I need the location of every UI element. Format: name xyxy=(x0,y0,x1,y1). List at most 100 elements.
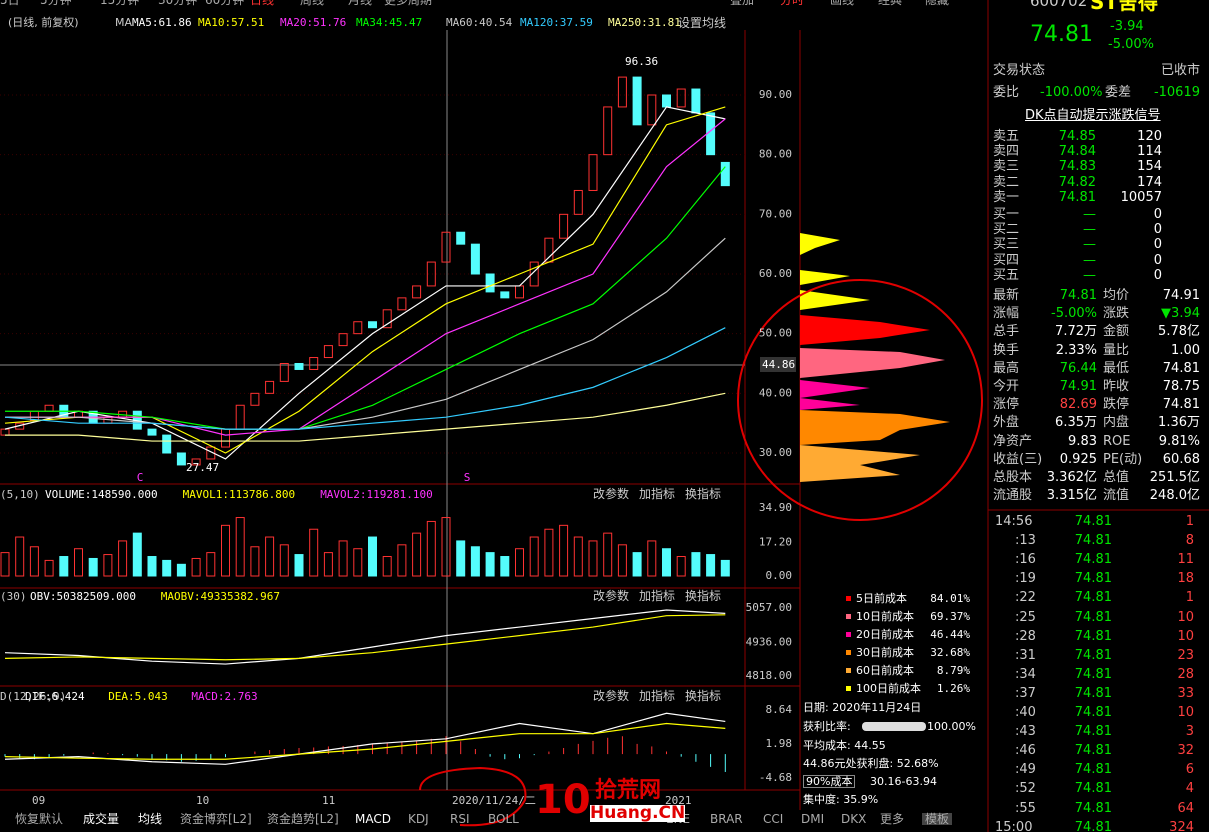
volume-bar xyxy=(147,556,157,577)
value: -100.00% xyxy=(1040,85,1103,100)
indicator-value: DIF:6.424 xyxy=(25,690,85,703)
value: -10619 xyxy=(1153,85,1200,100)
label: 委比 xyxy=(993,85,1020,100)
signal-link[interactable]: DK点自动提示涨跌信号 xyxy=(1025,108,1161,123)
candle xyxy=(265,380,275,394)
bottom-tab[interactable]: 均线 xyxy=(138,812,163,826)
panel-button[interactable]: 改参数 xyxy=(593,487,630,501)
panel-button[interactable]: 改参数 xyxy=(593,689,630,703)
panel-button[interactable]: 加指标 xyxy=(639,589,676,603)
indicator-value: OBV:50382509.000 xyxy=(30,590,136,603)
stat-label: 涨跌 xyxy=(1103,306,1130,322)
top-tab[interactable]: 日线 xyxy=(250,0,275,7)
tick-price: 74.81 xyxy=(1074,819,1112,832)
legend-pct: 84.01% xyxy=(930,592,970,605)
stat-label: 流值 xyxy=(1103,488,1130,504)
panel-params: D(12,26,9) xyxy=(0,690,67,703)
tick-volume: 4 xyxy=(1185,781,1194,797)
top-tab[interactable]: 画线 xyxy=(830,0,855,7)
panel-button[interactable]: 加指标 xyxy=(639,487,676,501)
stat-value: 5.78亿 xyxy=(1158,324,1200,340)
volume-bar xyxy=(323,552,333,577)
ma-value: MA60:40.54 xyxy=(446,16,513,29)
tick-price: 74.81 xyxy=(1074,666,1112,682)
stock-name: ST舍得 xyxy=(1090,0,1159,14)
bottom-tab[interactable]: 资金趋势[L2] xyxy=(267,812,339,826)
label: 交易状态 xyxy=(993,63,1046,78)
bottom-tab[interactable]: CCI xyxy=(763,812,784,826)
candle xyxy=(529,261,539,287)
volume-bar xyxy=(662,548,671,577)
cost-label: 获利比率: xyxy=(803,720,851,733)
stat-value: 1.00 xyxy=(1171,342,1200,358)
top-tab[interactable]: 月线 xyxy=(348,0,373,7)
panel-button[interactable]: 换指标 xyxy=(685,589,722,603)
tick-time: :37 xyxy=(1015,685,1036,701)
label: 委差 xyxy=(1105,85,1132,100)
volume-bar xyxy=(118,540,128,577)
panel-button[interactable]: 改参数 xyxy=(593,589,630,603)
candle xyxy=(338,333,348,347)
legend-pct: 8.79% xyxy=(936,664,970,677)
bottom-tab[interactable]: DMI xyxy=(801,812,825,826)
volume-bar xyxy=(206,552,216,577)
top-tab[interactable]: 隐藏 xyxy=(925,0,950,7)
panel-button[interactable]: 换指标 xyxy=(685,487,722,501)
y-tick-label: 1.98 xyxy=(766,737,793,750)
cost-select[interactable]: 90%成本 xyxy=(803,775,856,788)
stat-label: 涨幅 xyxy=(993,306,1020,322)
legend-swatch xyxy=(846,686,851,691)
top-tab[interactable]: 分时 xyxy=(780,0,805,7)
volume-bar xyxy=(485,552,495,577)
bottom-tab[interactable]: 资金博弈[L2] xyxy=(180,812,252,826)
tick-volume: 1 xyxy=(1185,590,1194,606)
volume-bar xyxy=(426,520,436,577)
tick-volume: 28 xyxy=(1177,666,1194,682)
bottom-tab[interactable]: RSI xyxy=(450,812,470,826)
top-tab[interactable]: 周线 xyxy=(300,0,325,7)
indicator-value: MAOBV:49335382.967 xyxy=(160,590,281,603)
bottom-tab[interactable]: 恢复默认 xyxy=(15,812,64,826)
panel-button[interactable]: 加指标 xyxy=(639,689,676,703)
volume-bar xyxy=(382,556,392,577)
y-tick-label: 90.00 xyxy=(759,88,792,101)
book-volume: 114 xyxy=(1137,144,1162,160)
bottom-tab[interactable]: BOLL xyxy=(488,812,519,826)
watermark: 10 xyxy=(535,777,591,823)
top-tab[interactable]: 叠加 xyxy=(730,0,755,7)
macd-line xyxy=(4,712,726,765)
candle xyxy=(691,88,701,114)
volume-bar xyxy=(632,552,642,577)
book-price: — xyxy=(1083,267,1096,283)
y-tick-label: 70.00 xyxy=(759,207,792,220)
ma-settings[interactable]: 设置均线 xyxy=(678,16,727,30)
bottom-tab[interactable]: 模板 xyxy=(922,813,953,825)
top-tab[interactable]: 30分钟 xyxy=(158,0,198,7)
legend-swatch xyxy=(846,614,851,619)
book-label: 卖三 xyxy=(993,159,1020,175)
tick-price: 74.81 xyxy=(1074,514,1112,529)
panel-button[interactable]: 换指标 xyxy=(685,689,722,703)
book-label: 卖四 xyxy=(993,144,1020,160)
top-tab[interactable]: 60分钟 xyxy=(205,0,245,7)
bottom-tab[interactable]: MACD xyxy=(355,812,391,826)
bottom-tab[interactable]: 更多 xyxy=(880,812,905,826)
tick-time: :52 xyxy=(1015,781,1036,797)
cross-label-bg xyxy=(760,357,796,372)
cost-conc: 集中度: 35.9% xyxy=(803,793,879,806)
ma-line xyxy=(5,392,726,442)
bottom-tab[interactable]: KDJ xyxy=(408,812,429,826)
tick-time: :31 xyxy=(1015,647,1036,663)
bottom-tab[interactable]: DKX xyxy=(841,812,867,826)
bottom-tab[interactable]: BRAR xyxy=(710,812,743,826)
top-tab[interactable]: 5日 xyxy=(0,0,20,7)
book-volume: 120 xyxy=(1137,129,1162,144)
volume-bar xyxy=(368,536,377,577)
bottom-tab[interactable]: 成交量 xyxy=(83,812,120,826)
top-tab[interactable]: 5分钟 xyxy=(40,0,72,7)
top-tab[interactable]: 更多周期 xyxy=(384,0,433,7)
stock-code: 600702 xyxy=(1030,0,1088,10)
top-tab[interactable]: 经典 xyxy=(878,0,903,7)
candle xyxy=(44,404,54,412)
top-tab[interactable]: 15分钟 xyxy=(100,0,140,7)
